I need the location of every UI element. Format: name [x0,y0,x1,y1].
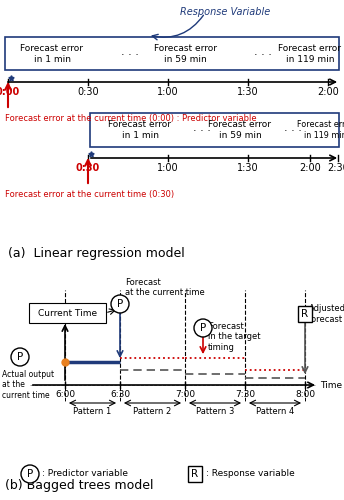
Text: 2:30: 2:30 [327,163,344,173]
Text: 7:30: 7:30 [235,390,255,399]
Text: 7:00: 7:00 [175,390,195,399]
Circle shape [11,348,29,366]
Text: Forecast error
in 1 min: Forecast error in 1 min [21,44,84,64]
Text: P: P [200,323,206,333]
Text: P: P [27,469,33,479]
Circle shape [21,465,39,483]
Text: R: R [192,469,198,479]
Text: Forecast
at the current time: Forecast at the current time [125,278,205,297]
Text: Forecast error
in 119 min: Forecast error in 119 min [279,44,342,64]
FancyBboxPatch shape [90,113,339,147]
Text: 0:30: 0:30 [77,87,99,97]
Text: (a)  Linear regression model: (a) Linear regression model [8,247,185,260]
Text: Forecast error
in 1 min: Forecast error in 1 min [108,120,172,140]
Text: Forecast error at the current time (0:30): Forecast error at the current time (0:30… [5,190,174,199]
Text: Current Time: Current Time [38,308,97,318]
Text: . . .: . . . [121,47,139,57]
Text: Actual output
at the
current time: Actual output at the current time [2,370,54,400]
Text: 1:30: 1:30 [237,87,259,97]
Text: Pattern 1: Pattern 1 [73,407,111,416]
Text: Forecast error at the current time (0:00) : Predictor variable: Forecast error at the current time (0:00… [5,114,257,123]
Text: 0:00: 0:00 [0,87,20,97]
Text: (b) Bagged trees model: (b) Bagged trees model [5,479,153,492]
Text: 6:30: 6:30 [110,390,130,399]
Text: : Predictor variable: : Predictor variable [42,470,128,478]
Text: Forecast error
in 59 min: Forecast error in 59 min [153,44,216,64]
Text: 2:00: 2:00 [317,87,339,97]
FancyBboxPatch shape [188,466,202,482]
Text: P: P [117,299,123,309]
FancyBboxPatch shape [29,303,106,323]
Text: 2:00: 2:00 [299,163,321,173]
Text: . . .: . . . [193,123,211,133]
Text: Forecast
in the target
timing: Forecast in the target timing [208,322,260,352]
Text: R: R [301,309,309,319]
Text: Adjusted
forecast: Adjusted forecast [309,304,344,324]
FancyBboxPatch shape [5,37,339,70]
Text: 1:30: 1:30 [237,163,259,173]
Text: . . .: . . . [284,123,302,133]
Text: : Response variable: : Response variable [206,470,295,478]
Text: 1:00: 1:00 [157,87,179,97]
Text: 8:00: 8:00 [295,390,315,399]
Text: 6:00: 6:00 [55,390,75,399]
Text: 1:00: 1:00 [157,163,179,173]
Text: Forecast error
in 119 min: Forecast error in 119 min [297,120,344,140]
Text: Forecast error
in 59 min: Forecast error in 59 min [208,120,271,140]
Text: P: P [17,352,23,362]
Circle shape [111,295,129,313]
Text: . . .: . . . [254,47,272,57]
FancyBboxPatch shape [298,306,312,322]
Text: Pattern 2: Pattern 2 [133,407,172,416]
Text: 0:30: 0:30 [76,163,100,173]
Text: Pattern 3: Pattern 3 [196,407,234,416]
Circle shape [194,319,212,337]
Text: Pattern 4: Pattern 4 [256,407,294,416]
Text: Time: Time [320,380,342,390]
Text: Response Variable: Response Variable [180,7,270,17]
